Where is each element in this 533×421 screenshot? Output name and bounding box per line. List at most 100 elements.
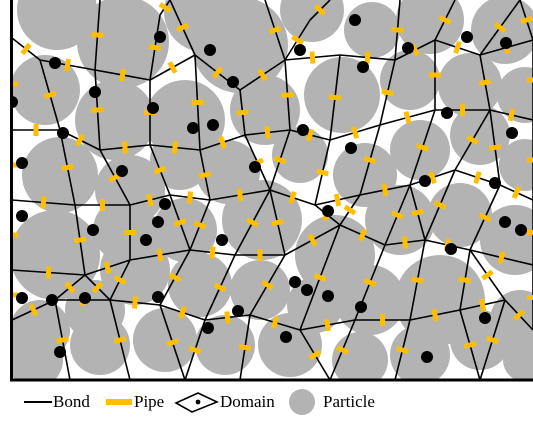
- particle: [230, 260, 290, 320]
- particle: [100, 235, 170, 305]
- pipe: [168, 272, 182, 283]
- pipe: [381, 88, 394, 97]
- pipe: [91, 32, 104, 38]
- domain-node: [49, 57, 61, 69]
- particle: [75, 80, 155, 160]
- pipe: [507, 108, 516, 122]
- particle: [272, 127, 328, 183]
- legend-label-domain: Domain: [220, 392, 275, 411]
- particle: [150, 130, 210, 190]
- pipe: [486, 335, 499, 345]
- legend-item-pipe: Pipe: [106, 392, 164, 411]
- pipe: [478, 78, 492, 87]
- particle: [77, 0, 169, 88]
- pipe: [333, 193, 342, 207]
- domain-node: [402, 42, 414, 54]
- particle: [70, 315, 130, 375]
- domain-node: [322, 290, 334, 302]
- particle: [438, 53, 502, 117]
- domain-node: [349, 14, 361, 26]
- domain-node: [297, 124, 309, 136]
- domain-node: [479, 312, 491, 324]
- pipe: [113, 275, 127, 285]
- nodes-layer: [11, 14, 527, 363]
- pipe: [416, 143, 429, 152]
- pipe: [520, 15, 533, 25]
- domain-node: [461, 31, 473, 43]
- pipe: [466, 134, 479, 146]
- pipe: [281, 92, 294, 98]
- legend-label-bond: Bond: [53, 392, 90, 411]
- domain-node: [506, 127, 518, 139]
- pipe: [463, 340, 477, 350]
- pipe: [433, 200, 447, 210]
- pipe: [113, 336, 127, 344]
- pipe: [401, 236, 409, 249]
- domain-node: [357, 61, 369, 73]
- domain-node: [421, 351, 433, 363]
- pipe: [191, 99, 204, 106]
- pipe: [246, 217, 259, 228]
- pipe: [357, 228, 368, 242]
- pipe: [268, 25, 282, 35]
- pipe: [328, 94, 342, 101]
- pipe: [288, 191, 297, 204]
- domain-node: [499, 216, 511, 228]
- pipe: [343, 204, 357, 216]
- pipe: [308, 349, 322, 361]
- pipe: [209, 246, 216, 259]
- pipe: [131, 296, 139, 309]
- pipe: [56, 336, 69, 344]
- legend: Bond Pipe Domain Particle: [24, 389, 375, 415]
- pipe: [156, 248, 164, 262]
- pipe: [411, 276, 424, 284]
- pipe: [336, 345, 349, 355]
- domain-node: [280, 331, 292, 343]
- pipe: [481, 269, 494, 281]
- pipe: [186, 191, 194, 204]
- particle: [380, 50, 440, 110]
- particle: [503, 338, 533, 380]
- pipe: [20, 42, 32, 56]
- particle: [499, 139, 533, 191]
- domain-node: [187, 122, 199, 134]
- domain-node: [232, 305, 244, 317]
- particle-network-diagram: [10, 0, 533, 382]
- pipe: [473, 171, 482, 184]
- domain-node: [140, 234, 152, 246]
- domain-node: [202, 322, 214, 334]
- pipe: [313, 273, 327, 282]
- pipe: [167, 61, 178, 74]
- particle: [17, 0, 97, 50]
- pipe: [73, 236, 87, 244]
- domain-node: [419, 175, 431, 187]
- pipe: [146, 193, 154, 207]
- pipe: [478, 212, 492, 223]
- domain-node: [489, 177, 501, 189]
- pipe: [40, 196, 47, 209]
- particle: [153, 198, 217, 262]
- pipe: [118, 68, 127, 82]
- domain-node: [147, 102, 159, 114]
- particle: [168, 253, 232, 317]
- pipe: [218, 136, 227, 149]
- domain-node: [16, 210, 28, 222]
- pipe: [264, 126, 271, 139]
- particle-circle-icon: [289, 389, 315, 415]
- pipe: [403, 111, 412, 124]
- domain-node: [87, 224, 99, 236]
- pipe: [291, 34, 304, 46]
- pipe: [261, 279, 274, 291]
- domain-node: [16, 292, 28, 304]
- particle: [304, 57, 380, 133]
- pipe: [511, 185, 522, 200]
- pipe: [458, 276, 472, 284]
- pipe: [103, 261, 112, 274]
- domain-node-icon: [195, 399, 201, 405]
- domain-node: [204, 44, 216, 56]
- pipe: [213, 282, 227, 293]
- pipe: [307, 233, 318, 247]
- domain-node: [57, 127, 69, 139]
- legend-item-bond: Bond: [24, 392, 90, 411]
- particle: [11, 210, 100, 300]
